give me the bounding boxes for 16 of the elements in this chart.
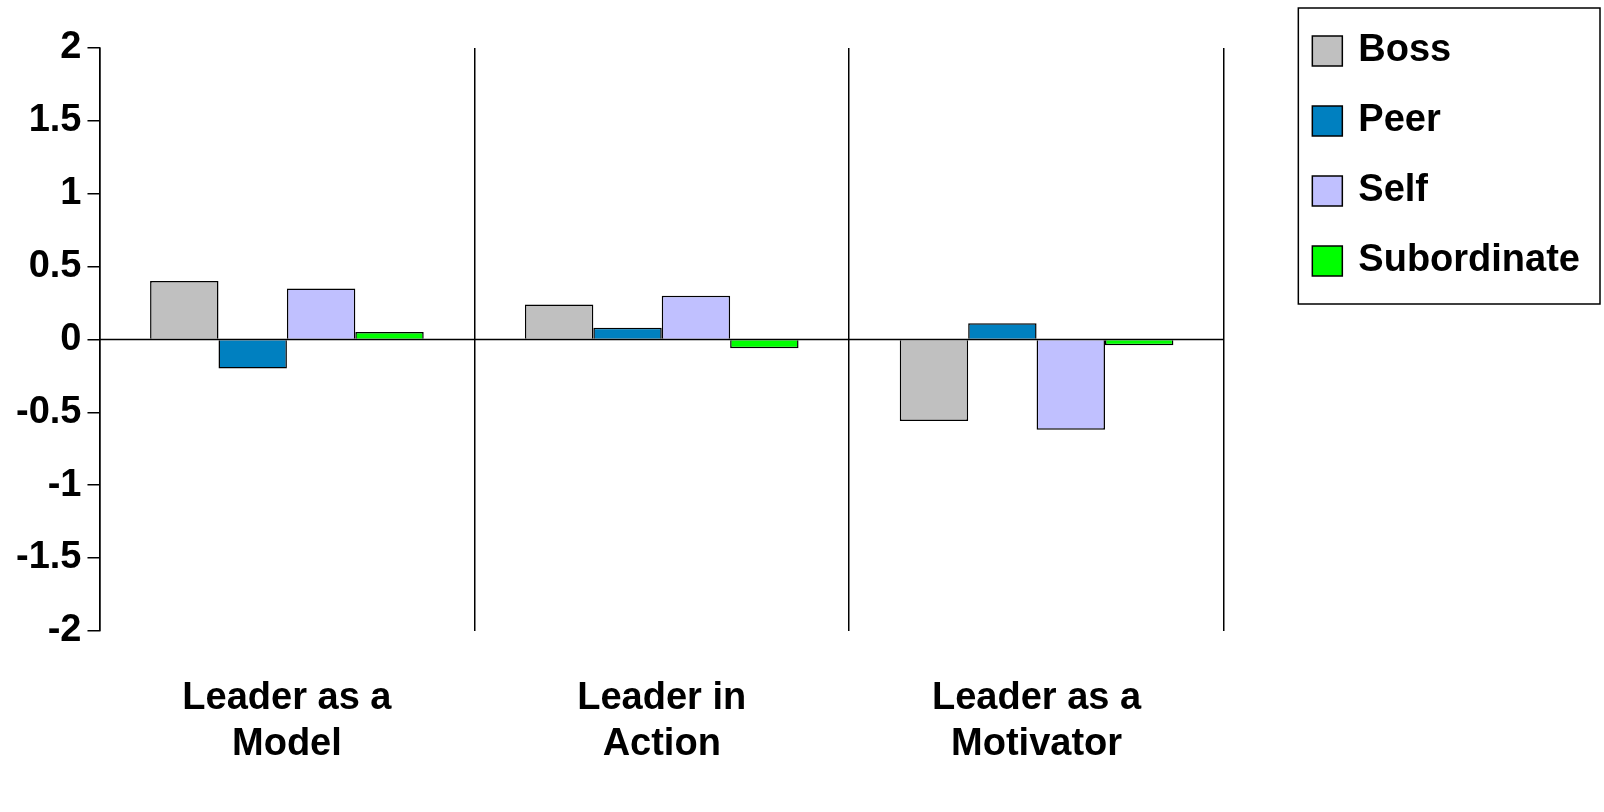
y-tick-label: 1 — [60, 170, 82, 213]
y-tick-label: -1.5 — [16, 534, 82, 577]
y-tick-label: 0 — [60, 315, 82, 358]
y-tick-label: -1 — [47, 461, 82, 504]
y-tick-label: 1.5 — [28, 97, 82, 140]
x-tick-label: Leader in Action — [577, 675, 747, 763]
legend-label: Self — [1358, 167, 1429, 210]
legend-label: Boss — [1358, 27, 1452, 70]
y-tick-label: 0.5 — [28, 243, 82, 286]
legend-label: Peer — [1358, 97, 1441, 140]
x-tick-label: Leader as a Motivator — [932, 675, 1143, 763]
y-tick-label: 2 — [60, 24, 82, 67]
x-tick-label: Leader as a Model — [182, 675, 393, 763]
legend-label: Subordinate — [1358, 237, 1581, 280]
y-tick-label: -2 — [47, 607, 82, 650]
y-tick-label: -0.5 — [16, 388, 82, 431]
